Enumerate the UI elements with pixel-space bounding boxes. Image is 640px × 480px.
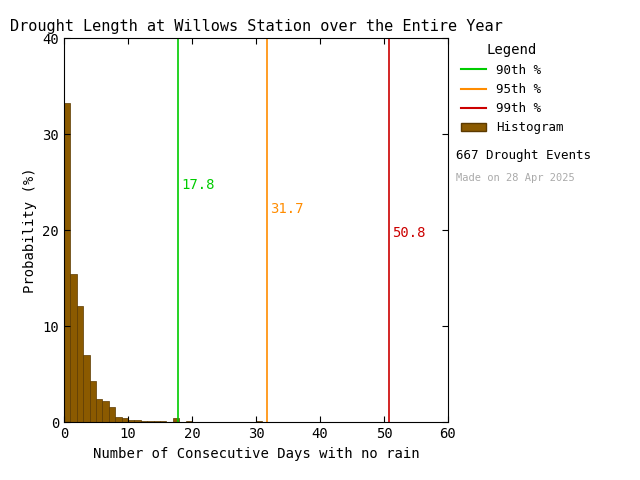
Bar <box>90 381 96 422</box>
Bar <box>160 421 166 422</box>
Text: 667 Drought Events: 667 Drought Events <box>456 149 591 162</box>
Bar <box>128 420 134 422</box>
Bar <box>96 399 102 422</box>
Bar <box>102 401 109 422</box>
Bar <box>256 421 262 422</box>
Text: 31.7: 31.7 <box>270 202 303 216</box>
Bar <box>115 417 122 422</box>
Bar <box>134 420 141 422</box>
Text: Made on 28 Apr 2025: Made on 28 Apr 2025 <box>456 173 575 183</box>
X-axis label: Number of Consecutive Days with no rain: Number of Consecutive Days with no rain <box>93 447 419 461</box>
Bar <box>70 274 77 422</box>
Bar <box>173 418 179 422</box>
Bar <box>109 407 115 422</box>
Title: Drought Length at Willows Station over the Entire Year: Drought Length at Willows Station over t… <box>10 20 502 35</box>
Bar <box>64 103 70 422</box>
Y-axis label: Probability (%): Probability (%) <box>23 168 37 293</box>
Bar <box>147 421 154 422</box>
Bar <box>77 306 83 422</box>
Bar <box>186 421 192 422</box>
Bar <box>154 421 160 422</box>
Legend: 90th %, 95th %, 99th %, Histogram: 90th %, 95th %, 99th %, Histogram <box>456 38 568 139</box>
Text: 50.8: 50.8 <box>392 226 426 240</box>
Bar <box>122 418 128 422</box>
Bar <box>83 355 90 422</box>
Bar <box>141 421 147 422</box>
Text: 17.8: 17.8 <box>181 178 214 192</box>
